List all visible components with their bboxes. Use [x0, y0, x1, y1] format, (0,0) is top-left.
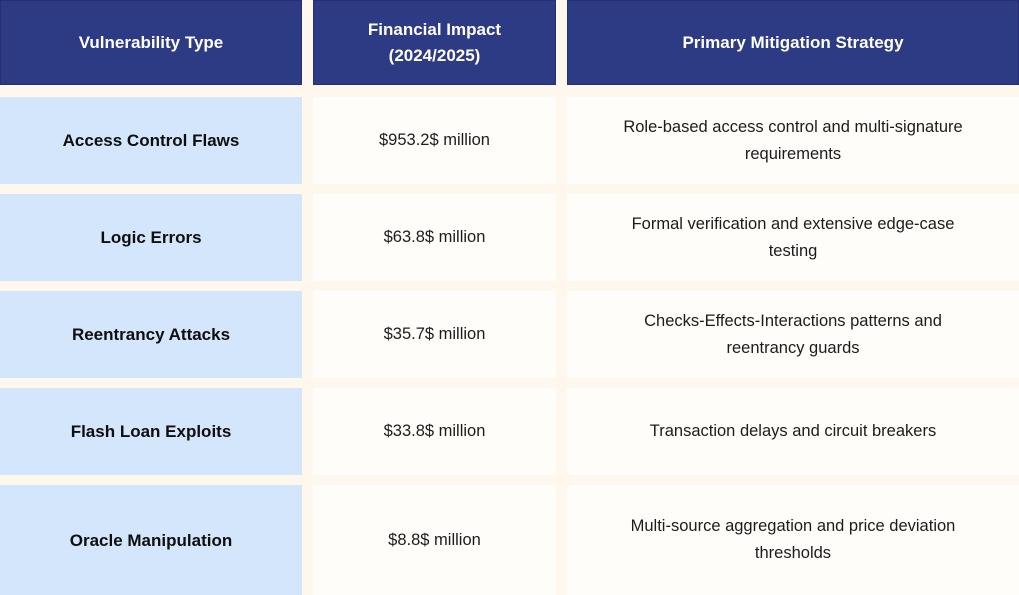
strategy-cell: Role-based access control and multi-sign… [567, 97, 1019, 184]
header-financial-impact: Financial Impact (2024/2025) [313, 0, 556, 85]
vulnerability-cell: Logic Errors [0, 194, 302, 281]
header-mitigation-strategy-label: Primary Mitigation Strategy [682, 32, 904, 52]
strategy-cell: Transaction delays and circuit breakers [567, 388, 1019, 475]
header-financial-impact-label: Financial Impact (2024/2025) [367, 19, 502, 65]
strategy-cell: Formal verification and extensive edge-c… [567, 194, 1019, 281]
vulnerability-cell: Flash Loan Exploits [0, 388, 302, 475]
impact-cell: $63.8$ million [313, 194, 556, 281]
vulnerability-cell: Access Control Flaws [0, 97, 302, 184]
vulnerability-cell: Reentrancy Attacks [0, 291, 302, 378]
impact-cell: $35.7$ million [313, 291, 556, 378]
header-vulnerability-type: Vulnerability Type [0, 0, 302, 85]
vulnerability-cell: Oracle Manipulation [0, 485, 302, 595]
strategy-cell: Checks-Effects-Interactions patterns and… [567, 291, 1019, 378]
impact-cell: $8.8$ million [313, 485, 556, 595]
header-mitigation-strategy: Primary Mitigation Strategy [567, 0, 1019, 85]
header-vulnerability-type-label: Vulnerability Type [78, 32, 224, 52]
strategy-cell: Multi-source aggregation and price devia… [567, 485, 1019, 595]
impact-cell: $953.2$ million [313, 97, 556, 184]
impact-cell: $33.8$ million [313, 388, 556, 475]
